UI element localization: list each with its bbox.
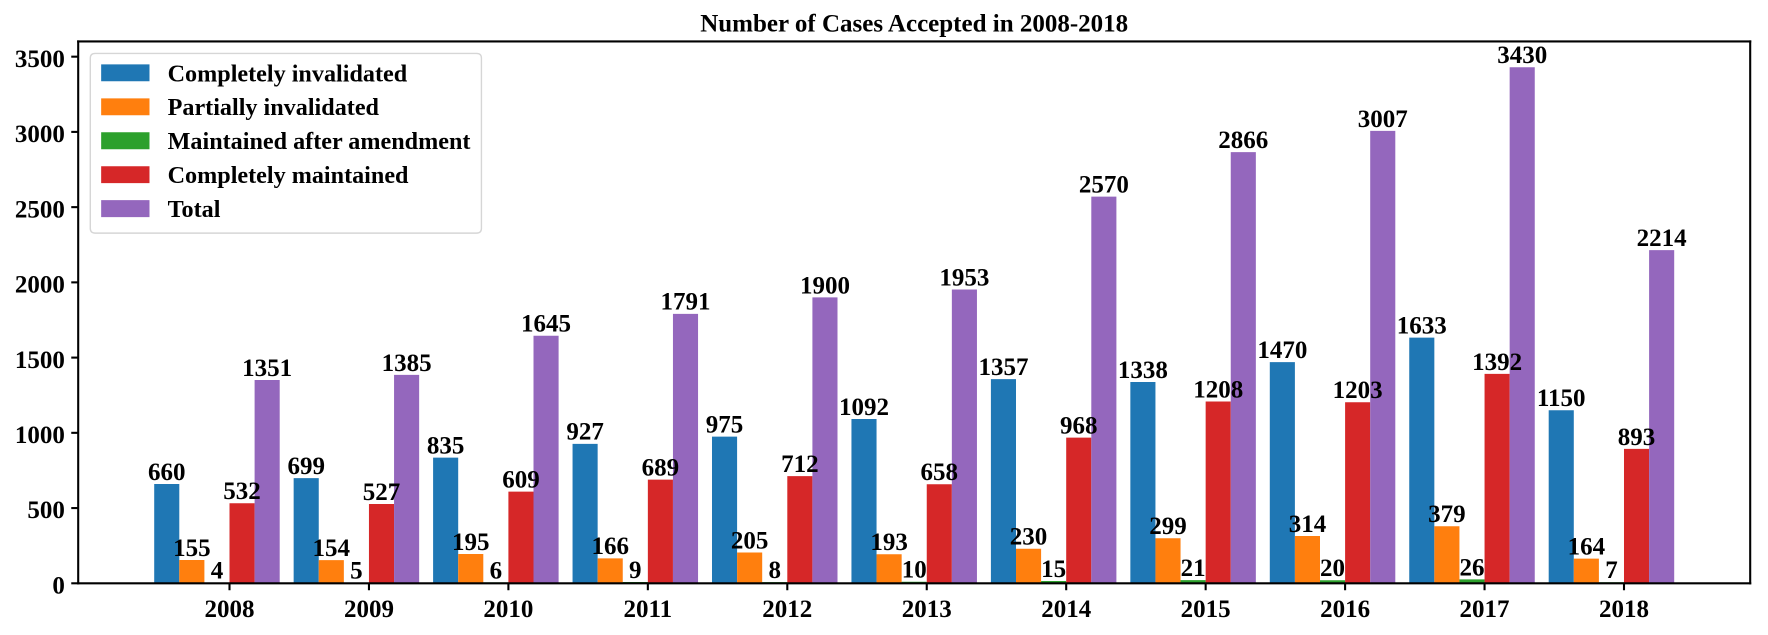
svg-text:Total: Total (168, 196, 221, 223)
svg-text:2008: 2008 (205, 596, 255, 623)
svg-text:193: 193 (870, 529, 908, 556)
svg-text:20: 20 (1320, 555, 1345, 582)
svg-text:1500: 1500 (15, 347, 65, 374)
svg-text:230: 230 (1010, 524, 1047, 551)
svg-text:835: 835 (427, 433, 465, 460)
svg-text:5: 5 (350, 557, 362, 584)
svg-text:0: 0 (52, 572, 65, 599)
svg-text:6: 6 (490, 557, 503, 584)
svg-text:2214: 2214 (1637, 225, 1688, 252)
svg-text:660: 660 (148, 459, 186, 486)
svg-text:3000: 3000 (15, 121, 65, 148)
svg-text:2570: 2570 (1079, 172, 1129, 199)
svg-text:154: 154 (313, 535, 351, 562)
svg-text:2000: 2000 (15, 272, 65, 299)
svg-text:532: 532 (223, 478, 261, 505)
svg-text:1900: 1900 (800, 272, 850, 299)
svg-text:195: 195 (452, 529, 490, 556)
svg-text:1645: 1645 (521, 311, 571, 338)
svg-text:26: 26 (1459, 554, 1484, 581)
svg-text:968: 968 (1060, 413, 1098, 440)
svg-text:2009: 2009 (344, 596, 394, 623)
svg-text:1385: 1385 (382, 350, 432, 377)
svg-text:927: 927 (566, 419, 604, 446)
svg-text:Number of Cases Accepted in 20: Number of Cases Accepted in 2008-2018 (700, 11, 1128, 38)
svg-text:1357: 1357 (978, 354, 1028, 381)
svg-text:15: 15 (1041, 556, 1066, 583)
svg-text:2017: 2017 (1460, 596, 1510, 623)
svg-text:Maintained after amendment: Maintained after amendment (168, 128, 471, 155)
svg-text:2018: 2018 (1599, 596, 1649, 623)
svg-text:609: 609 (502, 467, 539, 494)
svg-text:712: 712 (781, 451, 819, 478)
svg-text:1338: 1338 (1118, 357, 1168, 384)
svg-text:10: 10 (902, 557, 927, 584)
svg-text:527: 527 (363, 479, 401, 506)
svg-text:699: 699 (287, 453, 324, 480)
svg-text:2013: 2013 (902, 596, 952, 623)
svg-text:1633: 1633 (1397, 313, 1447, 340)
svg-text:893: 893 (1618, 424, 1656, 451)
svg-text:2010: 2010 (483, 596, 533, 623)
svg-text:8: 8 (769, 557, 782, 584)
svg-text:21: 21 (1181, 555, 1206, 582)
svg-text:1208: 1208 (1193, 376, 1243, 403)
svg-text:2014: 2014 (1041, 596, 1091, 623)
svg-text:4: 4 (211, 558, 224, 585)
svg-text:3430: 3430 (1497, 42, 1547, 69)
svg-text:1000: 1000 (15, 422, 65, 449)
svg-text:689: 689 (642, 455, 680, 482)
svg-text:3500: 3500 (15, 46, 65, 73)
svg-text:299: 299 (1149, 513, 1187, 540)
svg-text:379: 379 (1428, 501, 1466, 528)
svg-text:1953: 1953 (939, 264, 989, 291)
svg-text:500: 500 (27, 497, 65, 524)
svg-text:155: 155 (173, 535, 211, 562)
svg-text:1791: 1791 (661, 289, 711, 316)
svg-text:658: 658 (921, 459, 959, 486)
svg-text:2012: 2012 (762, 596, 812, 623)
svg-text:2011: 2011 (624, 596, 673, 623)
svg-text:164: 164 (1568, 534, 1606, 561)
svg-text:9: 9 (629, 557, 642, 584)
svg-text:Completely invalidated: Completely invalidated (168, 60, 408, 87)
svg-text:1392: 1392 (1472, 349, 1522, 376)
svg-text:1470: 1470 (1257, 337, 1307, 364)
svg-text:1150: 1150 (1537, 385, 1586, 412)
svg-text:3007: 3007 (1358, 106, 1408, 133)
svg-text:166: 166 (591, 533, 629, 560)
svg-text:1203: 1203 (1333, 377, 1383, 404)
svg-text:2015: 2015 (1181, 596, 1231, 623)
svg-text:205: 205 (731, 527, 769, 554)
svg-text:Partially invalidated: Partially invalidated (168, 94, 380, 121)
svg-text:2500: 2500 (15, 196, 65, 223)
svg-text:Completely maintained: Completely maintained (168, 162, 409, 189)
svg-text:314: 314 (1289, 511, 1327, 538)
svg-text:1351: 1351 (242, 355, 292, 382)
svg-text:2866: 2866 (1218, 127, 1268, 154)
svg-text:975: 975 (706, 412, 744, 439)
svg-text:7: 7 (1605, 557, 1618, 584)
svg-text:2016: 2016 (1320, 596, 1370, 623)
svg-text:1092: 1092 (839, 394, 889, 421)
